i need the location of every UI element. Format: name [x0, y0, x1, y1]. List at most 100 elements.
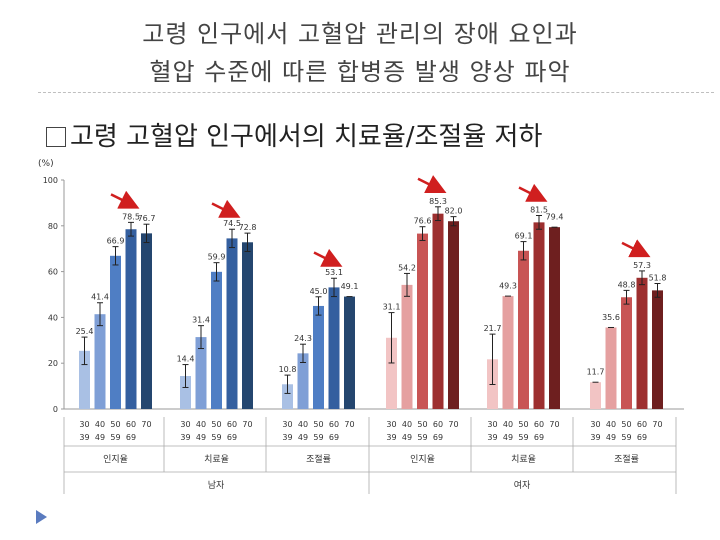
- age-label-bottom: 59: [211, 433, 221, 442]
- data-label: 66.9: [107, 237, 125, 246]
- age-label-bottom: 49: [196, 433, 206, 442]
- data-label: 35.6: [602, 313, 620, 322]
- age-label-bottom: 69: [227, 433, 237, 442]
- data-label: 41.4: [91, 293, 109, 302]
- age-label-top: 50: [211, 420, 221, 429]
- age-label-top: 30: [79, 420, 89, 429]
- sex-label-female: 여자: [514, 479, 531, 491]
- age-label-bottom: 49: [606, 433, 616, 442]
- data-label: 69.1: [515, 232, 533, 241]
- category-label: 인지율: [410, 454, 435, 465]
- bullet-point: 고령 고혈압 인구에서의 치료율/조절율 저하: [46, 116, 542, 153]
- age-label-bottom: 59: [621, 433, 631, 442]
- age-label-top: 30: [590, 420, 600, 429]
- bullet-checkbox-icon: [46, 127, 66, 147]
- age-label-top: 50: [621, 420, 631, 429]
- bar: [417, 233, 428, 409]
- data-label: 74.5: [223, 219, 241, 228]
- data-label: 45.0: [310, 287, 328, 296]
- bar: [79, 350, 90, 409]
- y-tick-label: 80: [48, 222, 58, 231]
- bar: [226, 238, 238, 409]
- age-label-top: 70: [549, 420, 559, 429]
- data-label: 78.5: [122, 212, 140, 221]
- bar: [328, 287, 340, 409]
- title-divider: [38, 92, 714, 93]
- bar: [549, 227, 560, 409]
- data-label: 76.6: [414, 217, 432, 226]
- age-label-top: 70: [448, 420, 458, 429]
- age-label-bottom: 39: [282, 433, 292, 442]
- bar: [344, 296, 355, 409]
- age-label-top: 60: [126, 420, 136, 429]
- age-label-bottom: 49: [402, 433, 412, 442]
- data-label: 10.8: [279, 365, 297, 374]
- data-label: 53.1: [325, 268, 343, 277]
- age-label-bottom: 69: [433, 433, 443, 442]
- data-label: 24.3: [294, 334, 312, 343]
- data-label: 31.1: [383, 303, 401, 312]
- age-label-bottom: 69: [637, 433, 647, 442]
- y-tick-label: 60: [48, 268, 58, 277]
- data-label: 49.1: [341, 282, 359, 291]
- decline-arrow: [417, 175, 447, 193]
- bar: [211, 271, 222, 409]
- data-label: 31.4: [192, 316, 210, 325]
- age-label-top: 60: [534, 420, 544, 429]
- age-label-bottom: 59: [417, 433, 427, 442]
- age-label-top: 60: [329, 420, 339, 429]
- category-label: 치료율: [204, 453, 229, 465]
- bar: [297, 353, 309, 409]
- age-label-top: 70: [242, 420, 252, 429]
- age-label-bottom: 49: [503, 433, 513, 442]
- slide-title-line-1: 고령 인구에서 고혈압 관리의 장애 요인과: [142, 20, 578, 48]
- bar: [605, 327, 617, 409]
- age-label-top: 70: [652, 420, 662, 429]
- age-label-top: 60: [227, 420, 237, 429]
- decline-arrow: [518, 183, 548, 202]
- data-label: 76.7: [138, 214, 156, 223]
- y-tick-label: 40: [48, 313, 58, 322]
- data-label: 85.3: [429, 197, 447, 206]
- age-label-top: 40: [402, 420, 412, 429]
- age-label-top: 40: [606, 420, 616, 429]
- age-label-top: 30: [487, 420, 497, 429]
- age-label-bottom: 39: [79, 433, 89, 442]
- bar: [652, 290, 663, 409]
- age-label-bottom: 49: [298, 433, 308, 442]
- age-label-top: 70: [141, 420, 151, 429]
- bar: [590, 382, 601, 409]
- age-label-top: 30: [282, 420, 292, 429]
- bar: [448, 221, 459, 409]
- data-label: 14.4: [177, 355, 195, 364]
- bar: [125, 229, 137, 409]
- age-label-bottom: 59: [313, 433, 323, 442]
- data-label: 57.3: [633, 261, 651, 270]
- age-label-bottom: 69: [329, 433, 339, 442]
- bar: [313, 305, 324, 409]
- age-label-top: 50: [518, 420, 528, 429]
- age-label-top: 30: [386, 420, 396, 429]
- data-label: 82.0: [445, 207, 463, 216]
- sex-label-male: 남자: [208, 480, 225, 491]
- age-label-top: 40: [503, 420, 513, 429]
- bar: [282, 384, 293, 409]
- bar: [110, 255, 121, 409]
- data-label: 72.8: [239, 223, 257, 232]
- bar: [180, 376, 191, 409]
- age-label-bottom: 39: [487, 433, 497, 442]
- bar: [621, 297, 632, 409]
- category-label: 조절률: [614, 453, 639, 465]
- next-slide-arrow-icon[interactable]: [36, 510, 47, 524]
- data-label: 81.5: [530, 205, 548, 214]
- decline-arrow: [621, 239, 651, 258]
- age-label-top: 40: [196, 420, 206, 429]
- age-label-bottom: 39: [590, 433, 600, 442]
- bullet-text: 고령 고혈압 인구에서의 치료율/조절율 저하: [70, 122, 543, 152]
- data-label: 51.8: [649, 274, 667, 283]
- bar: [94, 314, 106, 409]
- y-tick-label: 100: [43, 176, 58, 185]
- age-label-bottom: 39: [386, 433, 396, 442]
- age-label-bottom: 49: [95, 433, 105, 442]
- bar: [502, 296, 514, 409]
